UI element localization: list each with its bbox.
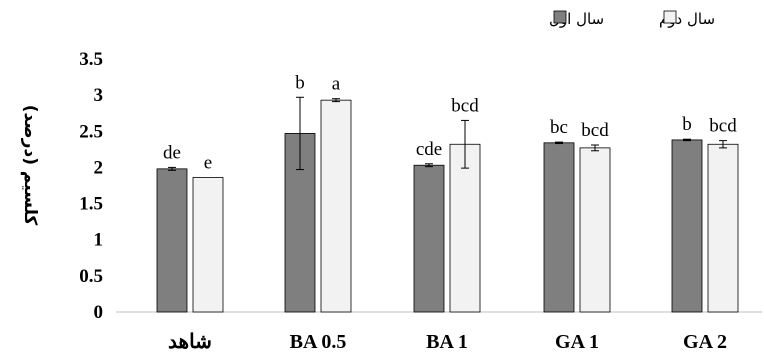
significance-label: a — [332, 74, 341, 95]
y-tick-label: 1 — [94, 230, 104, 251]
y-tick-label: 1.5 — [79, 194, 103, 215]
bar-series-2 — [192, 177, 224, 313]
category-label: BA 1 — [426, 331, 468, 353]
bar-series-2 — [449, 143, 481, 313]
bar-series-1 — [156, 168, 188, 313]
bar-series-1 — [413, 164, 445, 313]
category-labels: شاهد BA 0.5 BA 1 GA 1 GA 2 — [168, 331, 727, 353]
legend: سال دوم سال اول — [549, 10, 715, 28]
y-tick-label: 2.5 — [79, 121, 103, 142]
y-tick-label: 3.5 — [79, 49, 103, 70]
category-label: GA 1 — [555, 331, 599, 353]
y-axis-ticks: 0 0.5 1 1.5 2 2.5 3 3.5 — [79, 49, 103, 323]
significance-label: cde — [416, 139, 442, 160]
significance-label: bcd — [451, 95, 479, 116]
bar-series-2 — [707, 143, 739, 313]
category-label: BA 0.5 — [290, 331, 347, 353]
bar-series-1 — [543, 142, 575, 313]
bar-series-1 — [671, 139, 703, 313]
legend-swatch-series-2 — [663, 10, 677, 24]
significance-label: bcd — [709, 116, 737, 137]
significance-label: bcd — [581, 120, 609, 141]
y-tick-label: 2 — [94, 157, 104, 178]
bar-series-2 — [320, 99, 352, 313]
significance-label: de — [163, 142, 181, 163]
y-tick-label: 0.5 — [79, 266, 103, 287]
y-tick-label: 0 — [94, 302, 104, 323]
bar-series-2 — [579, 147, 611, 313]
category-label: GA 2 — [683, 331, 727, 353]
category-label: شاهد — [168, 331, 212, 353]
significance-label: b — [682, 114, 692, 135]
significance-label: bc — [550, 117, 568, 138]
y-axis-title: کلسیم (درصد) — [20, 105, 40, 226]
significance-label: b — [295, 72, 305, 93]
significance-label: e — [204, 153, 212, 174]
y-tick-label: 3 — [94, 85, 104, 106]
legend-swatch-series-1 — [553, 10, 567, 24]
